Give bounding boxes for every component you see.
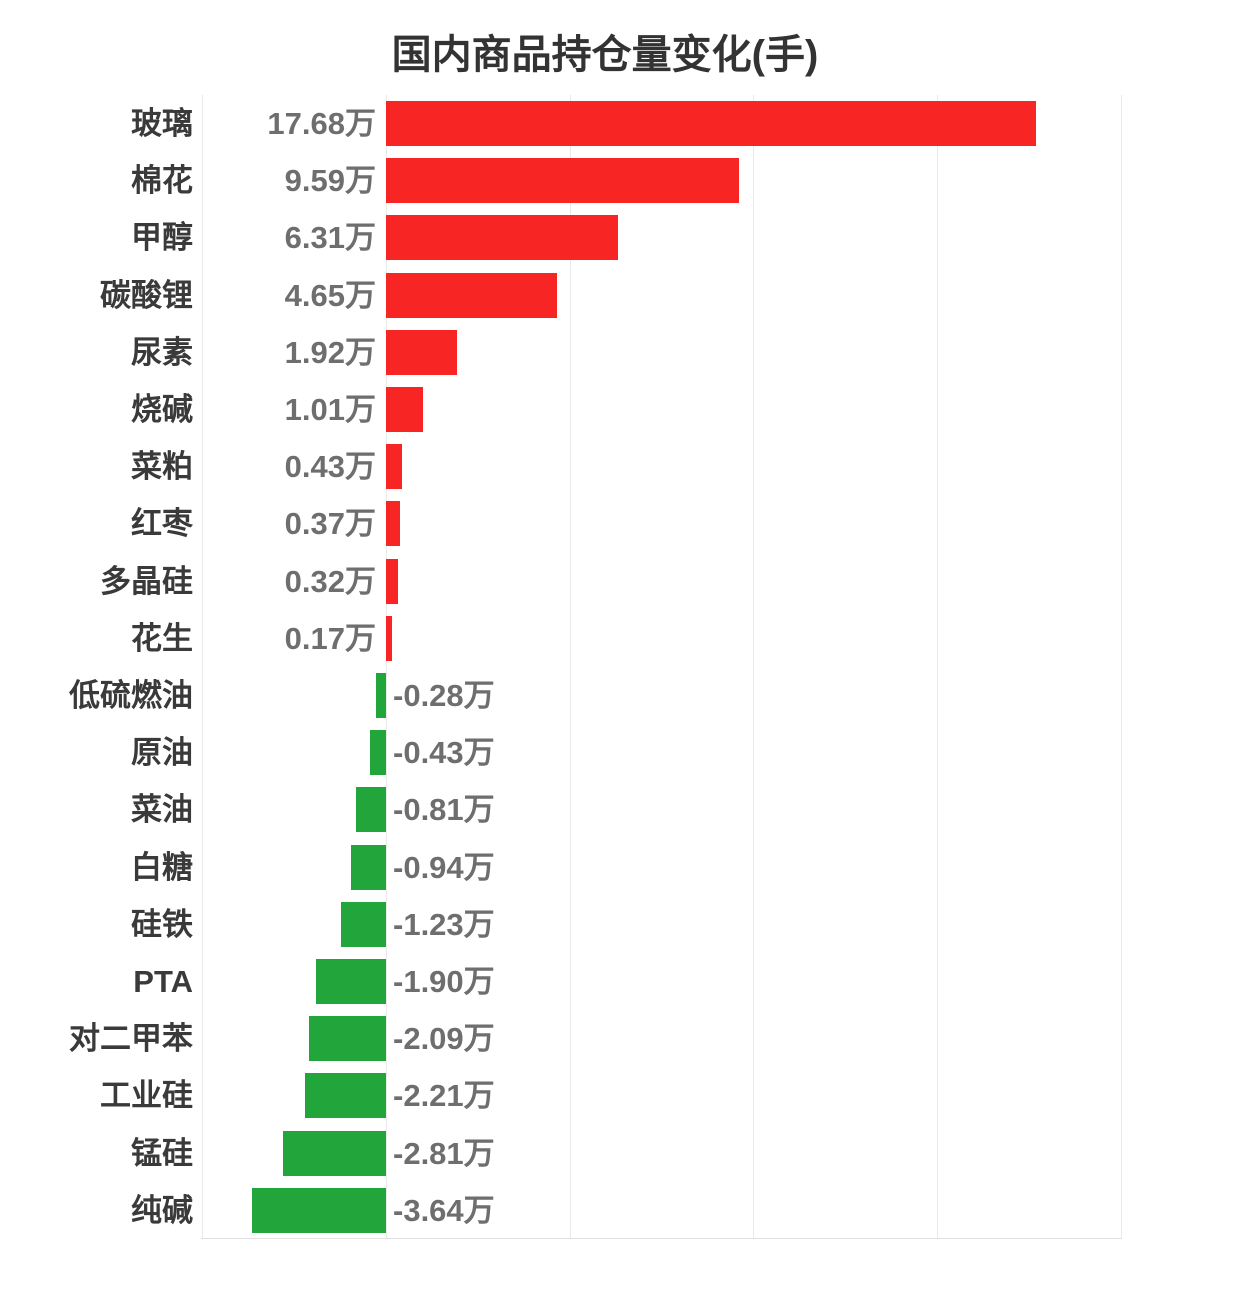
- bar: [283, 1130, 386, 1176]
- bar-row: 白糖 -0.94万: [0, 839, 1246, 896]
- category-label: 甲醇: [131, 220, 193, 256]
- category-label: 硅铁: [131, 906, 193, 942]
- category-label: 锰硅: [131, 1135, 193, 1171]
- value-label: -2.81万: [393, 1135, 495, 1171]
- bar: [386, 215, 618, 261]
- gridline: [753, 95, 754, 1239]
- bar-row: 对二甲苯 -2.09万: [0, 1010, 1246, 1067]
- bar-row: 甲醇 6.31万: [0, 209, 1246, 266]
- bar: [356, 787, 386, 833]
- value-label: 0.32万: [284, 563, 376, 599]
- value-label: -2.21万: [393, 1078, 495, 1114]
- plot-area: 玻璃 17.68万棉花 9.59万甲醇 6.31万碳酸锂 4.65万尿素 1.92万烧碱 1…: [0, 95, 1246, 1239]
- bar-row: 玻璃 17.68万: [0, 95, 1246, 152]
- bar-row: 多晶硅 0.32万: [0, 553, 1246, 610]
- gridline: [202, 95, 203, 1239]
- category-label: 红枣: [131, 506, 193, 542]
- value-label: 0.43万: [284, 449, 376, 485]
- bar-row: 低硫燃油 -0.28万: [0, 667, 1246, 724]
- x-axis-line: [201, 1238, 1122, 1239]
- bar-row: 红枣 0.37万: [0, 495, 1246, 552]
- bar-row: 菜油 -0.81万: [0, 781, 1246, 838]
- bar: [316, 959, 386, 1005]
- category-label: 花生: [131, 620, 193, 656]
- bar: [351, 844, 386, 890]
- bar-row: 花生 0.17万: [0, 610, 1246, 667]
- bar: [386, 615, 392, 661]
- value-label: 17.68万: [267, 106, 376, 141]
- category-label: 工业硅: [100, 1078, 193, 1114]
- bar: [341, 901, 386, 947]
- bar-row: 工业硅 -2.21万: [0, 1067, 1246, 1124]
- value-label: 9.59万: [284, 163, 376, 199]
- category-label: 对二甲苯: [69, 1021, 193, 1057]
- category-label: PTA: [133, 964, 193, 999]
- bar: [386, 158, 739, 204]
- bar: [386, 558, 398, 604]
- bar-row: PTA -1.90万: [0, 953, 1246, 1010]
- category-label: 玻璃: [131, 106, 193, 141]
- bar: [386, 101, 1036, 147]
- gridline: [1121, 95, 1122, 1239]
- value-label: -2.09万: [393, 1021, 495, 1057]
- value-label: 4.65万: [284, 277, 376, 313]
- category-label: 菜油: [131, 792, 193, 828]
- chart-title: 国内商品持仓量变化(手): [391, 33, 819, 77]
- category-label: 尿素: [131, 334, 193, 370]
- category-label: 低硫燃油: [69, 678, 193, 713]
- bar: [376, 673, 386, 719]
- value-label: 1.01万: [284, 392, 376, 427]
- bar: [386, 272, 557, 318]
- bar: [386, 444, 402, 490]
- bar-row: 锰硅 -2.81万: [0, 1125, 1246, 1182]
- bar: [386, 501, 400, 547]
- bar: [370, 730, 386, 776]
- value-label: -1.23万: [393, 906, 495, 942]
- category-label: 棉花: [131, 163, 193, 199]
- category-label: 碳酸锂: [100, 277, 193, 313]
- category-label: 白糖: [131, 849, 193, 885]
- bar-row: 菜粕 0.43万: [0, 438, 1246, 495]
- value-label: 6.31万: [284, 220, 376, 256]
- bar: [386, 329, 457, 375]
- bar-row: 纯碱 -3.64万: [0, 1182, 1246, 1239]
- value-label: -0.43万: [393, 735, 495, 771]
- bar-row: 碳酸锂 4.65万: [0, 267, 1246, 324]
- value-label: -0.28万: [393, 678, 495, 713]
- bar: [309, 1016, 386, 1062]
- value-label: -1.90万: [393, 964, 495, 999]
- gridline: [937, 95, 938, 1239]
- bar-row: 原油 -0.43万: [0, 724, 1246, 781]
- gridline: [386, 95, 387, 1239]
- value-label: 0.37万: [284, 506, 376, 542]
- category-label: 菜粕: [131, 449, 193, 485]
- value-label: -0.81万: [393, 792, 495, 828]
- category-label: 纯碱: [131, 1192, 193, 1228]
- category-label: 烧碱: [131, 392, 193, 427]
- bar-row: 烧碱 1.01万: [0, 381, 1246, 438]
- bar: [252, 1187, 386, 1233]
- value-label: 1.92万: [284, 334, 376, 370]
- gridline: [570, 95, 571, 1239]
- bar: [305, 1073, 386, 1119]
- bar: [386, 387, 423, 433]
- category-label: 原油: [131, 735, 193, 771]
- category-label: 多晶硅: [100, 563, 193, 599]
- value-label: 0.17万: [284, 620, 376, 656]
- value-label: -0.94万: [393, 849, 495, 885]
- bar-row: 尿素 1.92万: [0, 324, 1246, 381]
- bar-row: 棉花 9.59万: [0, 152, 1246, 209]
- bar-row: 硅铁 -1.23万: [0, 896, 1246, 953]
- value-label: -3.64万: [393, 1192, 495, 1228]
